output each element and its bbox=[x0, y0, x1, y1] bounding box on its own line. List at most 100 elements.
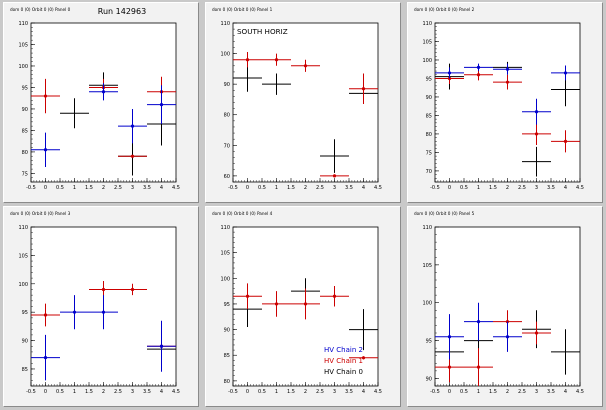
y-tick-label: 95 bbox=[22, 85, 28, 91]
x-tick-label: 0 bbox=[246, 185, 249, 191]
data-point-chain0 bbox=[233, 64, 262, 92]
data-point-chain1 bbox=[233, 283, 262, 310]
x-tick-label: 0.5 bbox=[460, 185, 468, 191]
y-tick-label: 75 bbox=[426, 150, 432, 156]
point-marker bbox=[72, 310, 77, 314]
y-tick-label: 100 bbox=[220, 276, 230, 282]
panel-label: dom 0 (0) Orbit 0 (0) Panel 5 bbox=[414, 211, 475, 216]
data-point-chain2 bbox=[147, 320, 176, 372]
panel-label: dom 0 (0) Orbit 0 (0) Panel 0 bbox=[10, 7, 71, 12]
data-point-chain2 bbox=[147, 85, 176, 124]
point-marker bbox=[505, 320, 510, 324]
y-tick-label: 110 bbox=[220, 225, 230, 231]
x-tick-label: 2.5 bbox=[316, 185, 324, 191]
x-tick-label: 4.5 bbox=[576, 389, 584, 395]
data-point-chain2 bbox=[493, 63, 522, 75]
x-tick-label: 2 bbox=[102, 185, 105, 191]
x-tick-label: 3 bbox=[333, 185, 336, 191]
x-tick-label: 3 bbox=[131, 185, 134, 191]
x-tick-label: 2 bbox=[506, 389, 509, 395]
y-tick-label: 80 bbox=[224, 113, 230, 119]
data-point-chain1 bbox=[118, 283, 147, 296]
x-tick-label: 0 bbox=[44, 185, 47, 191]
y-tick-label: 110 bbox=[422, 225, 432, 231]
pad-2[interactable]: dom 0 (0) Orbit 0 (0) Panel 1 SOUTH HORIZ… bbox=[205, 2, 401, 203]
x-tick-label: 1.5 bbox=[287, 185, 295, 191]
point-marker bbox=[332, 294, 337, 298]
pad-3[interactable]: dom 0 (0) Orbit 0 (0) Panel 2 70 75 80 85 90 9… bbox=[407, 2, 603, 203]
x-tick-label: 4.5 bbox=[576, 185, 584, 191]
x-tick-label: 0.5 bbox=[56, 185, 64, 191]
y-tick-label: 85 bbox=[426, 113, 432, 119]
x-tick-label: 1 bbox=[275, 389, 278, 395]
x-tick-label: 3 bbox=[333, 389, 336, 395]
y-tick-label: 90 bbox=[22, 107, 28, 113]
data-point-chain1 bbox=[551, 130, 580, 153]
panel-label: dom 0 (0) Orbit 0 (0) Panel 3 bbox=[10, 211, 71, 216]
y-tick-label: 90 bbox=[224, 328, 230, 334]
plot-frame bbox=[434, 22, 581, 183]
data-point-chain1 bbox=[291, 288, 320, 320]
point-marker bbox=[447, 335, 452, 339]
x-tick-label: 1 bbox=[275, 185, 278, 191]
point-marker bbox=[361, 87, 366, 91]
point-marker bbox=[274, 58, 279, 62]
y-tick-label: 70 bbox=[224, 143, 230, 149]
x-tick-label: 4.5 bbox=[172, 389, 180, 395]
x-tick-label: 1.5 bbox=[85, 389, 93, 395]
data-point-chain1 bbox=[349, 73, 378, 105]
chart-title: SOUTH HORIZ bbox=[237, 27, 288, 36]
x-tick-label: 0 bbox=[246, 389, 249, 395]
x-tick-label: -0.5 bbox=[26, 185, 36, 191]
x-tick-label: 1.5 bbox=[85, 185, 93, 191]
y-tick-label: 105 bbox=[422, 263, 432, 269]
y-tick-label: 110 bbox=[18, 225, 28, 231]
x-tick-label: 4 bbox=[362, 185, 365, 191]
point-marker bbox=[505, 67, 510, 71]
point-marker bbox=[159, 344, 164, 348]
point-marker bbox=[245, 58, 250, 62]
pad-1[interactable]: dom 0 (0) Orbit 0 (0) Panel 0 Run 142963 7… bbox=[3, 2, 199, 203]
pad-5[interactable]: dom 0 (0) Orbit 0 (0) Panel 4 80 85 90 95 100… bbox=[205, 206, 401, 407]
data-point-chain1 bbox=[233, 52, 262, 68]
x-tick-label: -0.5 bbox=[228, 185, 238, 191]
x-tick-label: 0 bbox=[448, 185, 451, 191]
y-tick-label: 80 bbox=[426, 132, 432, 138]
data-point-chain0 bbox=[320, 139, 349, 173]
point-marker bbox=[130, 154, 135, 158]
x-tick-label: 4 bbox=[564, 389, 567, 395]
y-tick-label: 95 bbox=[22, 310, 28, 316]
y-tick-label: 100 bbox=[220, 52, 230, 58]
x-tick-label: 4.5 bbox=[374, 185, 382, 191]
x-tick-label: 2.5 bbox=[518, 389, 526, 395]
y-tick-label: 95 bbox=[426, 339, 432, 345]
y-tick-label: 90 bbox=[224, 82, 230, 88]
x-tick-label: 1 bbox=[477, 389, 480, 395]
x-tick-label: 3.5 bbox=[345, 185, 353, 191]
data-point-chain2 bbox=[31, 334, 60, 381]
y-tick-label: 90 bbox=[22, 339, 28, 345]
x-tick-label: 4.5 bbox=[374, 389, 382, 395]
y-tick-label: 100 bbox=[422, 301, 432, 307]
legend-entry-chain1: HV Chain 1 bbox=[324, 357, 363, 365]
y-tick-label: 80 bbox=[22, 150, 28, 156]
panel-label: dom 0 (0) Orbit 0 (0) Panel 4 bbox=[212, 211, 273, 216]
plot-3: dom 0 (0) Orbit 0 (0) Panel 2 70 75 80 85 90 9… bbox=[414, 7, 584, 191]
y-tick-label: 80 bbox=[224, 379, 230, 385]
y-tick-label: 95 bbox=[224, 302, 230, 308]
data-point-chain2 bbox=[118, 108, 147, 144]
point-marker bbox=[447, 71, 452, 75]
y-tick-label: 90 bbox=[426, 95, 432, 101]
point-marker bbox=[303, 302, 308, 306]
pad-4[interactable]: dom 0 (0) Orbit 0 (0) Panel 3 85 90 95 100 10… bbox=[3, 206, 199, 407]
pad-6[interactable]: dom 0 (0) Orbit 0 (0) Panel 5 90 95 100 105 1… bbox=[407, 206, 603, 407]
point-marker bbox=[534, 132, 539, 136]
x-tick-label: 1 bbox=[73, 389, 76, 395]
x-tick-label: 3.5 bbox=[143, 389, 151, 395]
data-point-chain1 bbox=[89, 280, 118, 298]
plot-5: dom 0 (0) Orbit 0 (0) Panel 480859095100… bbox=[212, 211, 382, 395]
point-marker bbox=[101, 310, 106, 314]
y-tick-label: 95 bbox=[426, 76, 432, 82]
x-tick-label: 1.5 bbox=[489, 389, 497, 395]
plot-frame bbox=[30, 22, 177, 183]
